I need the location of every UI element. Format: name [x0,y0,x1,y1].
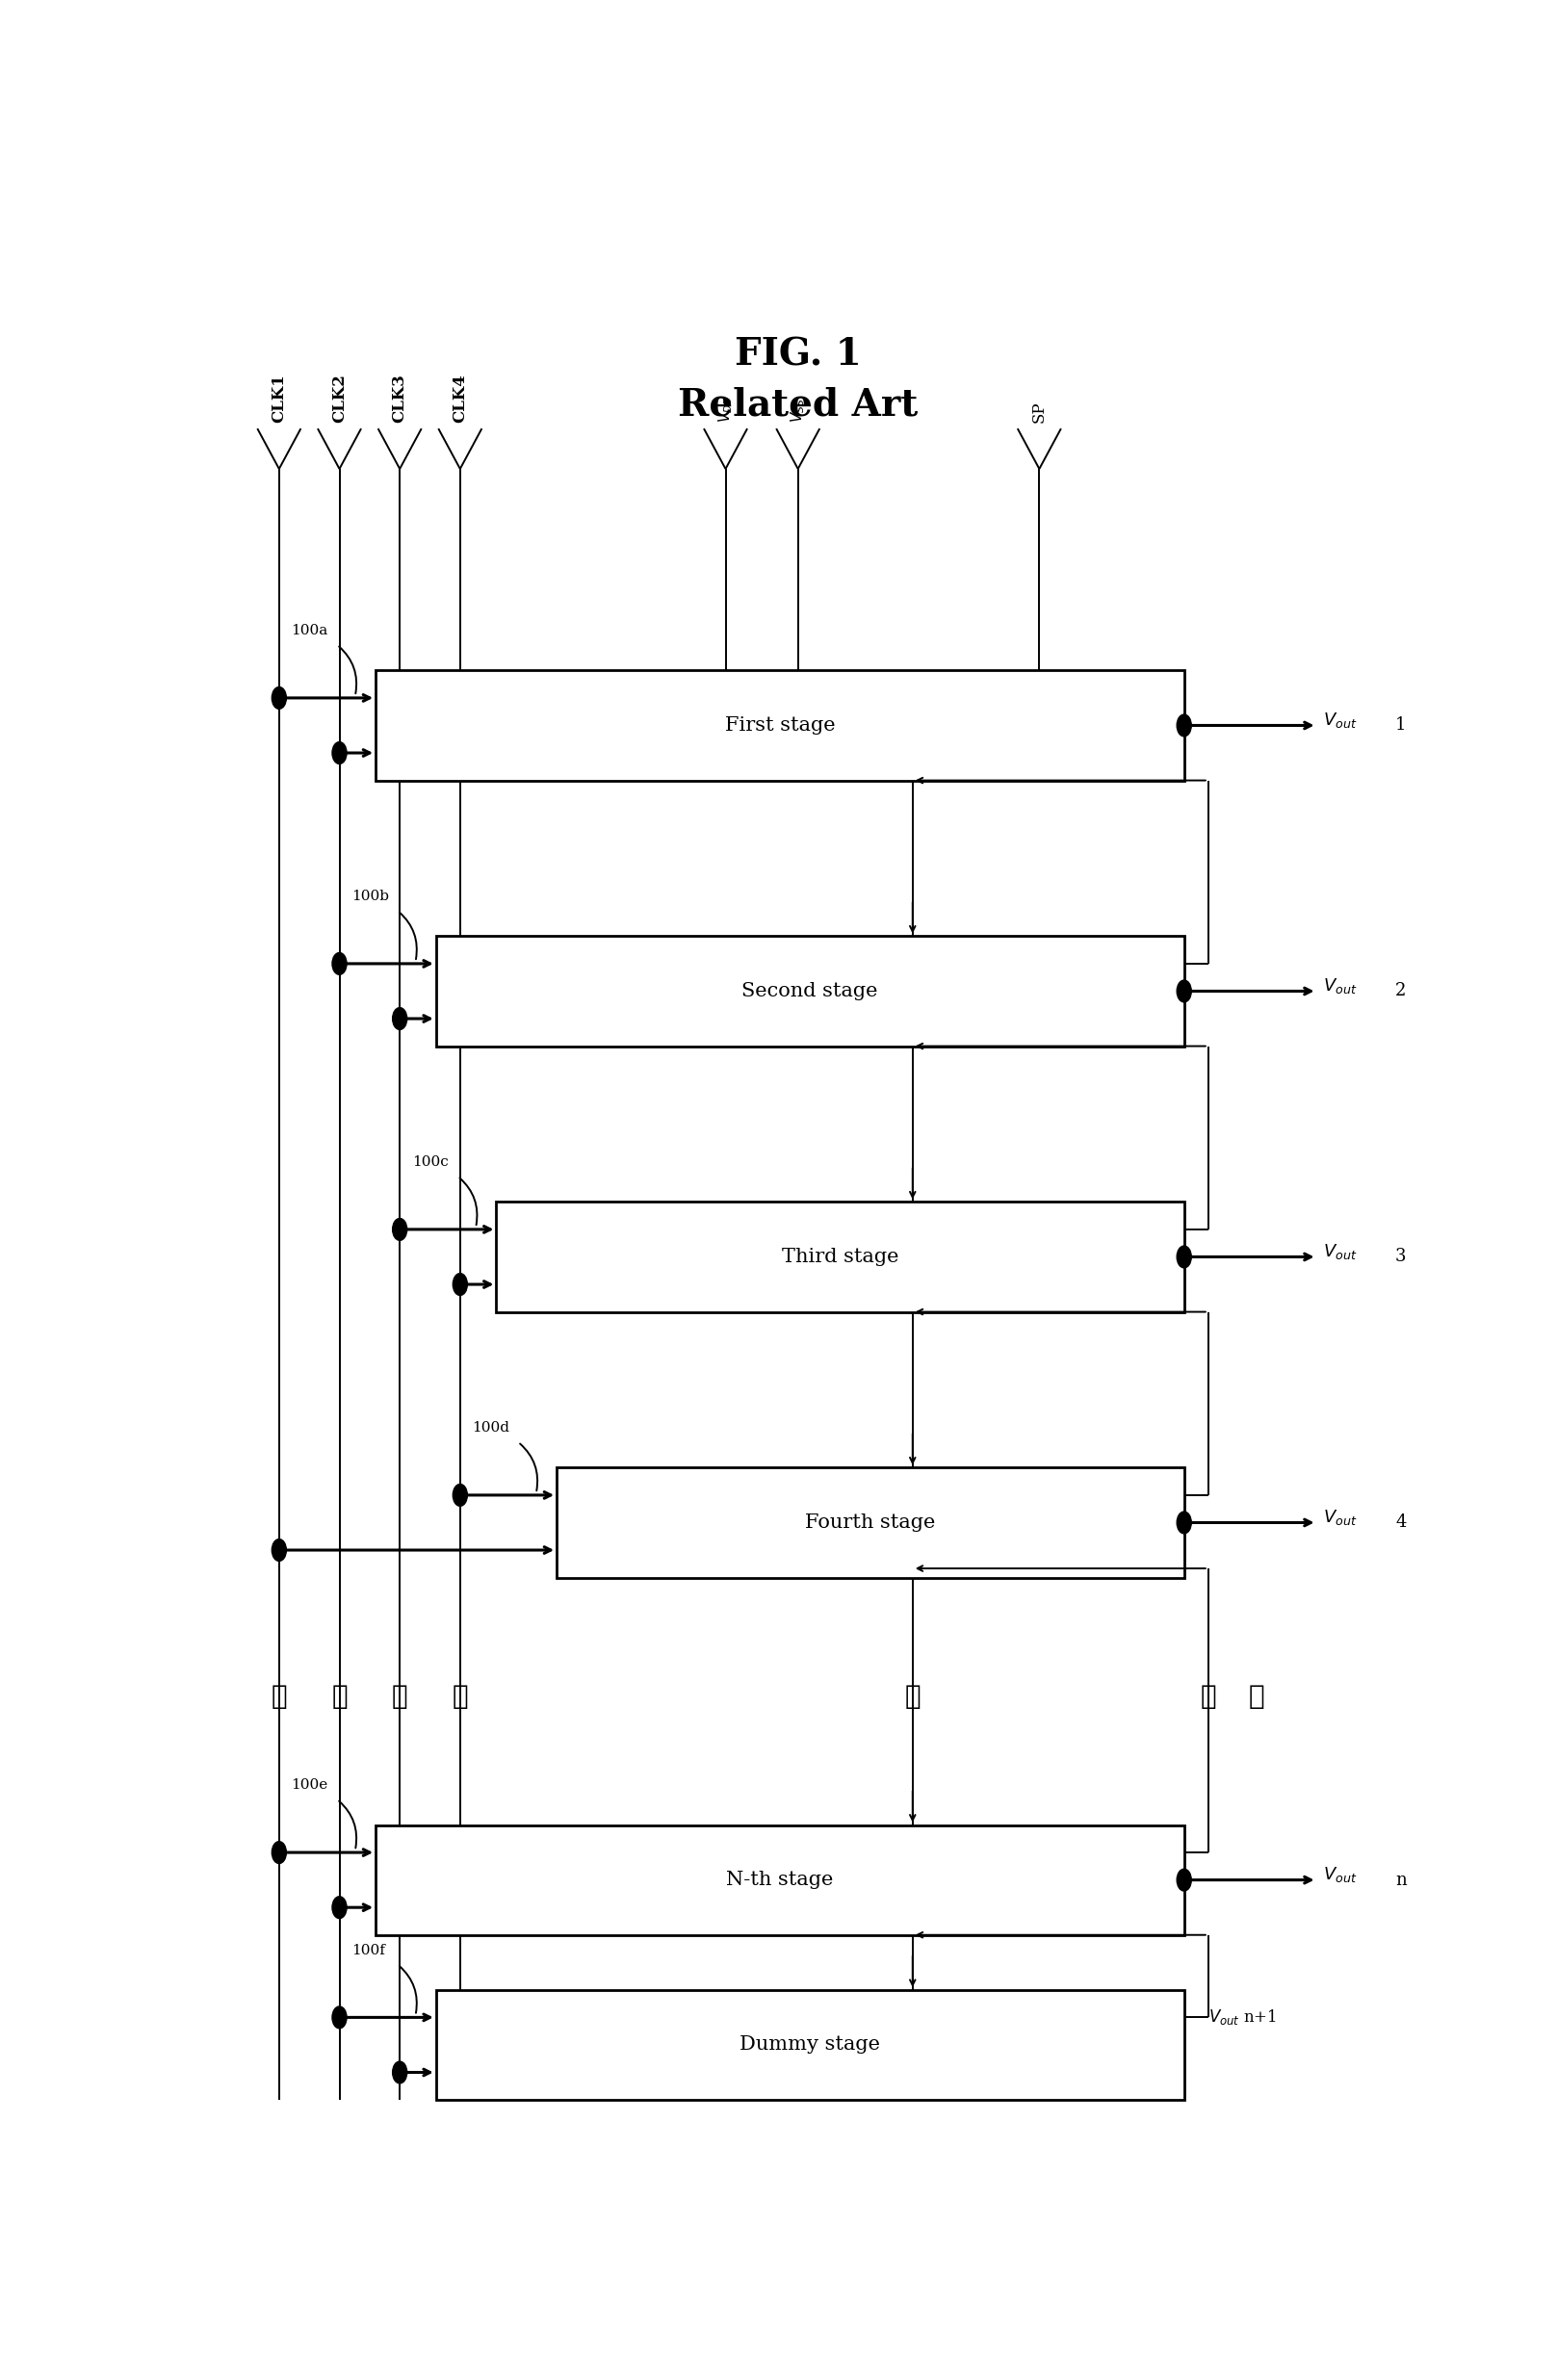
Circle shape [453,1485,467,1507]
Text: N-th stage: N-th stage [726,1871,833,1890]
Bar [436,935,1185,1047]
Bar [557,1468,1185,1578]
Bar [497,1202,1185,1311]
Text: Third stage: Third stage [782,1247,898,1266]
Text: $V_{out}$ n+1: $V_{out}$ n+1 [1208,2009,1277,2028]
Bar [436,1990,1185,2099]
Text: CLK4: CLK4 [452,374,469,424]
Text: CLK1: CLK1 [271,374,288,424]
Text: Second stage: Second stage [741,983,878,1000]
Bar [375,1825,1185,1935]
Circle shape [1177,1245,1191,1269]
Text: 100c: 100c [411,1154,448,1169]
Circle shape [332,1897,347,1918]
Text: 100b: 100b [352,890,389,902]
Circle shape [453,1273,467,1295]
Text: 2: 2 [1395,983,1406,1000]
Circle shape [1177,981,1191,1002]
Text: ⋮: ⋮ [1200,1683,1216,1709]
Text: $V_{out}$: $V_{out}$ [1323,1866,1356,1885]
Text: ⋮: ⋮ [452,1683,469,1709]
Text: $V_{out}$: $V_{out}$ [1323,709,1356,731]
Circle shape [392,1007,406,1031]
Text: Dummy stage: Dummy stage [740,2035,880,2054]
Text: CLK3: CLK3 [391,374,408,424]
Text: $V_{out}$: $V_{out}$ [1323,1242,1356,1261]
Text: $V_{out}$: $V_{out}$ [1323,976,1356,995]
Circle shape [272,1540,286,1561]
Text: 100a: 100a [291,624,329,638]
Text: 100f: 100f [352,1944,385,1956]
Text: 4: 4 [1395,1514,1406,1530]
Text: ⋮: ⋮ [1249,1683,1264,1709]
Circle shape [1177,1511,1191,1533]
Text: $V_{DD}$: $V_{DD}$ [716,395,735,424]
Text: 1: 1 [1395,716,1406,733]
Circle shape [332,2006,347,2028]
Circle shape [392,1219,406,1240]
Circle shape [332,743,347,764]
Circle shape [1177,1868,1191,1892]
Text: SP: SP [1031,402,1048,424]
Text: First stage: First stage [724,716,835,735]
Text: Related Art: Related Art [677,386,919,424]
Circle shape [272,1842,286,1864]
Text: CLK2: CLK2 [332,374,347,424]
Text: $V_{SS}$: $V_{SS}$ [789,397,807,424]
Circle shape [272,688,286,709]
Text: 100e: 100e [291,1778,329,1792]
Text: ⋮: ⋮ [905,1683,920,1709]
Text: FIG. 1: FIG. 1 [735,338,861,374]
Bar [375,671,1185,781]
Circle shape [332,952,347,976]
Circle shape [392,2061,406,2082]
Text: Fourth stage: Fourth stage [805,1514,936,1533]
Circle shape [1177,714,1191,735]
Text: 100d: 100d [472,1421,509,1435]
Text: $V_{out}$: $V_{out}$ [1323,1507,1356,1526]
Text: ⋮: ⋮ [332,1683,347,1709]
Text: ⋮: ⋮ [271,1683,286,1709]
Text: n: n [1395,1871,1406,1890]
Text: 3: 3 [1395,1247,1406,1266]
Text: ⋮: ⋮ [392,1683,408,1709]
